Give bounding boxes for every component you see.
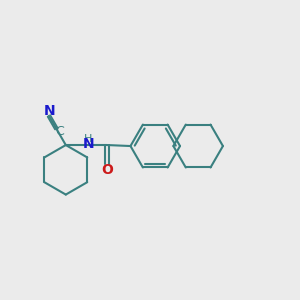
Text: H: H: [84, 134, 92, 144]
Text: C: C: [55, 125, 64, 138]
Text: O: O: [101, 163, 113, 177]
Text: N: N: [44, 104, 56, 118]
Text: N: N: [82, 136, 94, 151]
